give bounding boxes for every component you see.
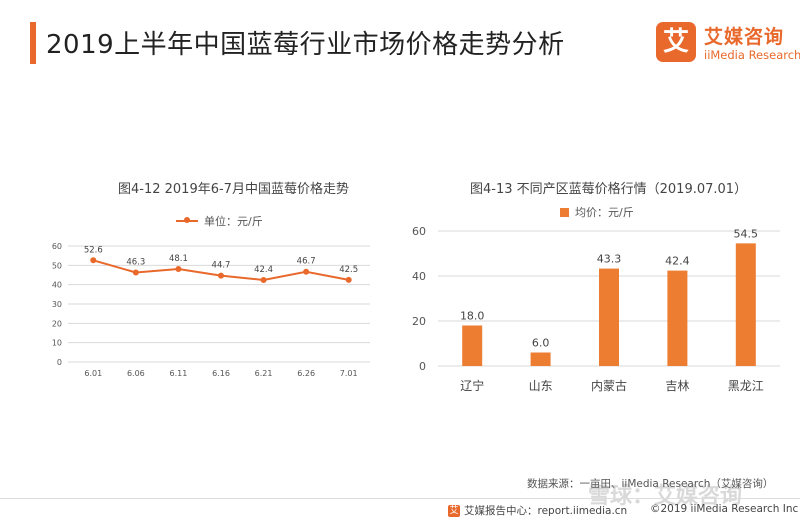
data-label: 52.6	[84, 245, 103, 255]
y-tick-label: 60	[412, 225, 426, 238]
line-legend-label: 单位：元/斤	[204, 215, 263, 228]
x-tick-label: 6.16	[212, 369, 230, 378]
line-chart-legend: 单位：元/斤	[176, 213, 263, 229]
data-label: 6.0	[532, 337, 550, 350]
data-label: 44.7	[212, 261, 231, 271]
footer-divider	[0, 498, 800, 499]
data-label: 42.4	[254, 265, 273, 275]
x-tick-label: 7.01	[340, 369, 358, 378]
bar-chart-legend: 均价：元/斤	[560, 204, 634, 220]
line-chart-title: 图4-12 2019年6-7月中国蓝莓价格走势	[118, 182, 349, 197]
data-point	[90, 257, 97, 264]
bar-legend-label: 均价：元/斤	[575, 206, 634, 219]
x-tick-label: 内蒙古	[591, 378, 627, 393]
x-tick-label: 6.11	[170, 369, 188, 378]
y-tick-label: 10	[52, 339, 62, 348]
x-tick-label: 6.26	[297, 369, 315, 378]
bar	[667, 270, 688, 366]
footer-logo-icon: 艾	[448, 504, 460, 517]
y-tick-label: 40	[52, 281, 62, 290]
x-tick-label: 黑龙江	[728, 379, 764, 393]
data-point	[260, 277, 267, 284]
x-tick-label: 辽宁	[460, 378, 484, 393]
data-label: 42.4	[665, 255, 690, 268]
y-tick-label: 20	[52, 319, 62, 328]
data-label: 18.0	[460, 310, 485, 323]
y-tick-label: 0	[57, 358, 62, 367]
bar	[735, 243, 756, 366]
footer-report-center: 艾 艾媒报告中心：report.iimedia.cn	[448, 503, 627, 518]
x-tick-label: 6.06	[127, 369, 145, 378]
footer-report-link[interactable]: 艾媒报告中心：report.iimedia.cn	[464, 505, 628, 517]
y-tick-label: 0	[419, 360, 426, 373]
title-accent-bar	[30, 22, 36, 64]
iimedia-logo: 艾 艾媒咨询 iiMedia Research	[656, 20, 800, 68]
y-tick-label: 60	[52, 242, 62, 251]
data-label: 42.5	[339, 265, 358, 275]
y-tick-label: 30	[52, 300, 62, 309]
data-label: 46.3	[126, 257, 145, 267]
x-tick-label: 6.01	[84, 369, 102, 378]
xueqiu-watermark: 雪球：艾媒咨询	[588, 484, 743, 509]
data-point	[345, 276, 352, 283]
page-title: 2019上半年中国蓝莓行业市场价格走势分析	[46, 30, 565, 60]
x-tick-label: 6.21	[255, 369, 273, 378]
y-tick-label: 40	[412, 270, 426, 283]
bar-chart-title: 图4-13 不同产区蓝莓价格行情（2019.07.01）	[470, 182, 748, 197]
data-point	[303, 268, 310, 275]
logo-chinese-text: 艾媒咨询	[704, 26, 785, 48]
line-legend-swatch	[176, 217, 198, 223]
bar	[530, 352, 551, 366]
data-point	[175, 266, 182, 273]
line-chart: 0 10 20 30 40 50 60 52.6 46.3 48.1 44.7 42.4 46.7 42.…	[52, 242, 370, 378]
footer-copyright: ©2019 iiMedia Research Inc	[650, 503, 799, 515]
logo-badge: 艾	[656, 22, 696, 62]
data-point	[218, 272, 224, 279]
bar	[599, 268, 619, 366]
x-tick-label: 山东	[529, 379, 553, 393]
y-tick-label: 20	[412, 315, 426, 328]
y-tick-label: 50	[52, 261, 62, 270]
data-label: 46.7	[297, 257, 316, 267]
logo-english-text: iiMedia Research	[704, 48, 800, 62]
data-point	[132, 269, 139, 276]
data-source-note: 数据来源：一亩田、iiMedia Research（艾媒咨询）	[527, 478, 774, 490]
data-label: 48.1	[169, 254, 188, 264]
data-label: 43.3	[597, 253, 622, 266]
data-label: 54.5	[734, 227, 759, 240]
bar-chart: 0 20 40 60 18.0 辽宁 6.0 山东 43.3 内蒙古 42.4 吉林 54.5 黑龙江	[412, 225, 780, 393]
x-tick-label: 吉林	[665, 379, 689, 393]
bar-legend-swatch	[560, 207, 569, 217]
bar	[462, 325, 483, 366]
